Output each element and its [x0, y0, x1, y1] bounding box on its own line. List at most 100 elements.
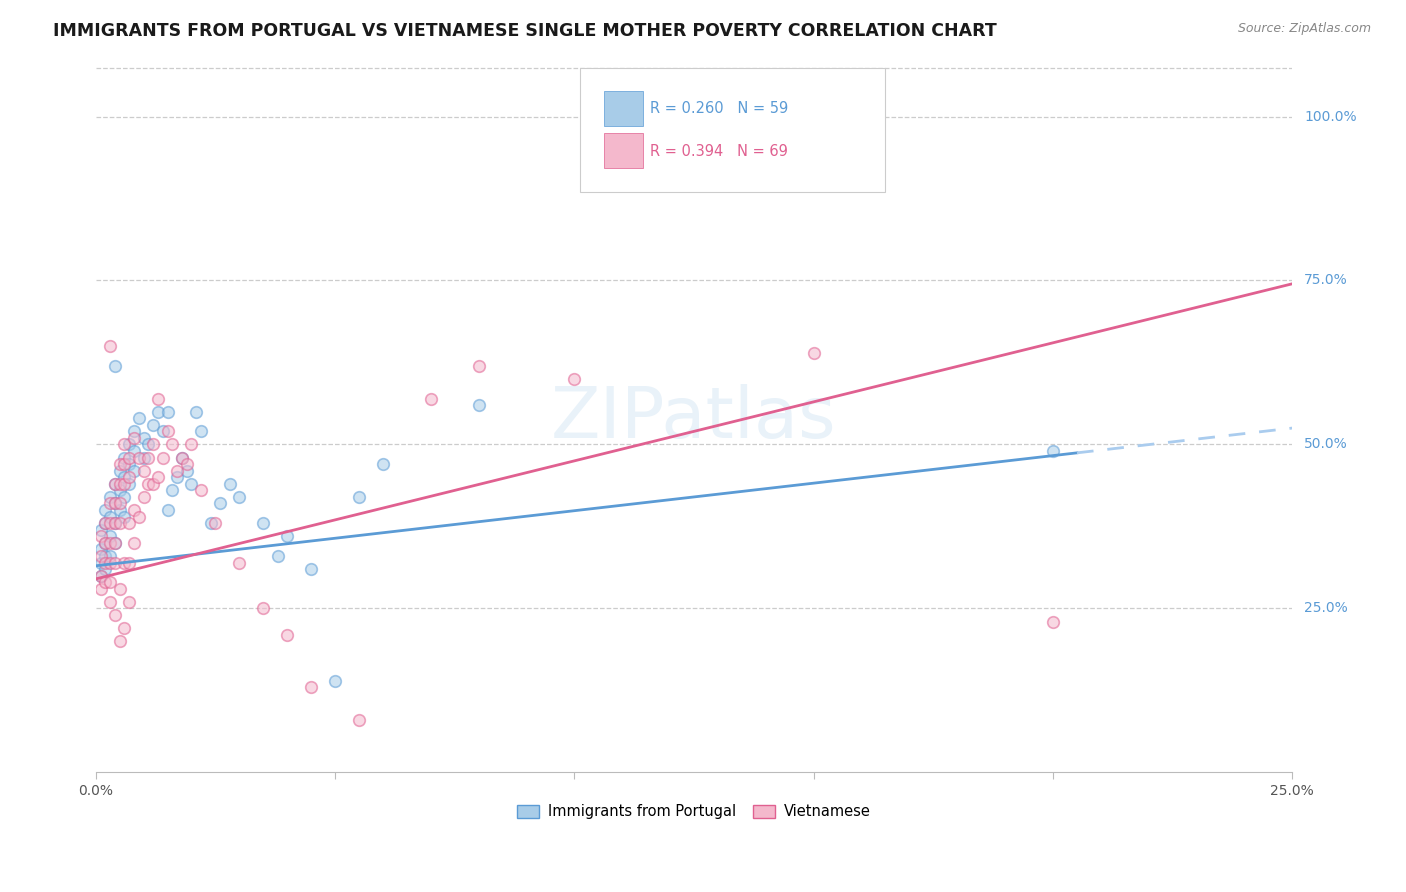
Text: 100.0%: 100.0%: [1305, 110, 1357, 123]
Point: [118, 556, 141, 570]
Point: [467, 359, 489, 373]
Point: [98, 556, 121, 570]
Point: [190, 483, 212, 498]
Text: IMMIGRANTS FROM PORTUGAL VS VIETNAMESE SINGLE MOTHER POVERTY CORRELATION CHART: IMMIGRANTS FROM PORTUGAL VS VIETNAMESE S…: [53, 22, 997, 40]
Point: [104, 496, 127, 510]
Point: [170, 450, 193, 465]
Point: [118, 437, 141, 451]
Point: [132, 450, 155, 465]
Point: [128, 450, 150, 465]
Text: R = 0.394   N = 69: R = 0.394 N = 69: [650, 144, 787, 159]
Text: 75.0%: 75.0%: [1305, 274, 1348, 287]
Point: [132, 490, 155, 504]
Point: [104, 476, 127, 491]
Point: [90, 556, 112, 570]
Point: [209, 496, 232, 510]
Point: [156, 425, 179, 439]
Point: [108, 582, 131, 596]
Point: [180, 437, 202, 451]
Point: [108, 476, 131, 491]
Point: [94, 536, 117, 550]
Point: [166, 464, 188, 478]
Point: [142, 476, 165, 491]
Point: [98, 509, 121, 524]
Point: [228, 490, 250, 504]
Point: [218, 476, 240, 491]
Point: [138, 437, 160, 451]
Point: [152, 425, 174, 439]
Point: [122, 431, 145, 445]
Text: R = 0.260   N = 59: R = 0.260 N = 59: [650, 101, 787, 116]
Point: [803, 345, 825, 359]
Point: [122, 464, 145, 478]
Point: [108, 503, 131, 517]
Point: [98, 595, 121, 609]
Point: [114, 476, 136, 491]
Point: [98, 490, 121, 504]
Point: [200, 516, 222, 531]
Point: [114, 490, 136, 504]
Point: [98, 549, 121, 563]
Point: [114, 457, 136, 471]
Point: [94, 575, 117, 590]
Point: [1042, 615, 1064, 629]
Point: [118, 450, 141, 465]
Point: [114, 621, 136, 635]
Point: [104, 536, 127, 550]
Point: [90, 568, 112, 582]
Point: [90, 582, 112, 596]
Point: [132, 464, 155, 478]
Point: [190, 425, 212, 439]
Point: [162, 483, 184, 498]
Point: [299, 680, 322, 694]
Point: [142, 417, 165, 432]
Point: [156, 405, 179, 419]
Point: [114, 556, 136, 570]
Point: [108, 516, 131, 531]
Point: [122, 503, 145, 517]
Point: [371, 457, 394, 471]
Point: [108, 464, 131, 478]
Point: [118, 516, 141, 531]
Point: [122, 425, 145, 439]
Point: [419, 392, 441, 406]
Point: [347, 713, 370, 727]
Point: [90, 568, 112, 582]
Text: ZIPatlas: ZIPatlas: [551, 384, 837, 453]
Point: [266, 549, 288, 563]
Point: [162, 437, 184, 451]
FancyBboxPatch shape: [605, 91, 643, 126]
Point: [98, 536, 121, 550]
Point: [104, 496, 127, 510]
Legend: Immigrants from Portugal, Vietnamese: Immigrants from Portugal, Vietnamese: [512, 798, 877, 825]
Point: [146, 392, 169, 406]
Point: [94, 556, 117, 570]
Point: [122, 536, 145, 550]
Point: [98, 575, 121, 590]
Point: [90, 542, 112, 557]
Point: [564, 372, 586, 386]
Point: [90, 523, 112, 537]
Point: [204, 516, 226, 531]
Point: [98, 339, 121, 353]
Point: [467, 398, 489, 412]
Point: [104, 359, 127, 373]
Point: [108, 496, 131, 510]
Point: [104, 516, 127, 531]
FancyBboxPatch shape: [605, 134, 643, 169]
Point: [228, 556, 250, 570]
Point: [128, 509, 150, 524]
Text: 50.0%: 50.0%: [1305, 437, 1348, 451]
Point: [180, 476, 202, 491]
FancyBboxPatch shape: [581, 68, 886, 192]
Point: [98, 496, 121, 510]
Point: [108, 634, 131, 648]
Point: [323, 673, 346, 688]
Point: [104, 607, 127, 622]
Point: [98, 516, 121, 531]
Point: [114, 509, 136, 524]
Point: [94, 536, 117, 550]
Point: [299, 562, 322, 576]
Point: [152, 450, 174, 465]
Point: [94, 549, 117, 563]
